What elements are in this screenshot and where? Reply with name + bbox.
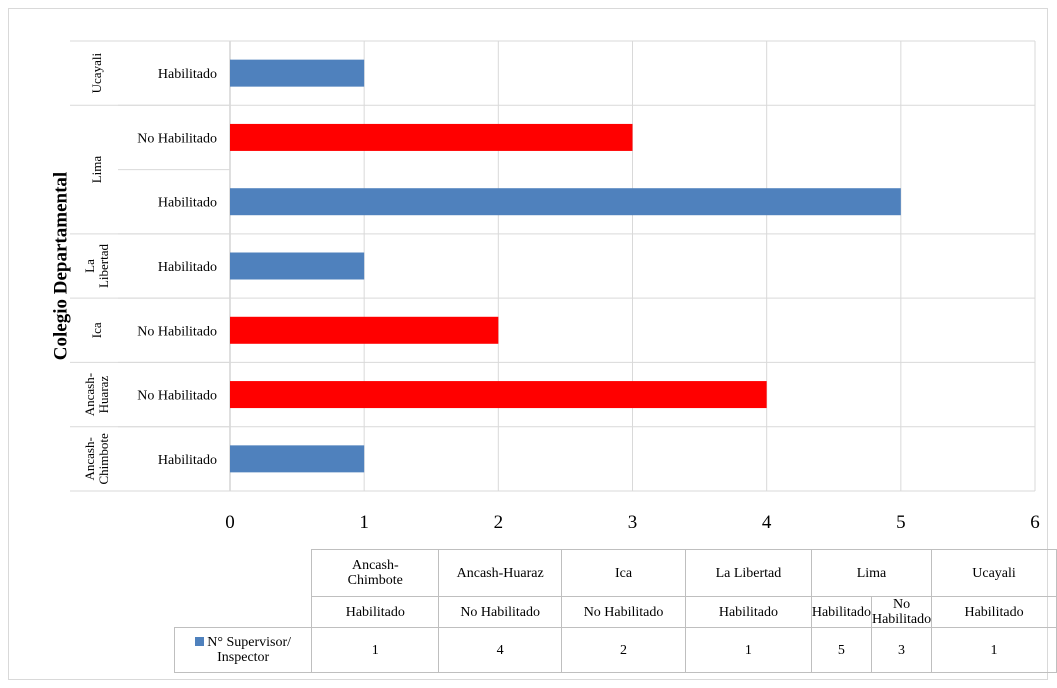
bar	[230, 188, 901, 216]
y-axis-title: Colegio Departamental	[50, 172, 71, 360]
legend-key-icon	[195, 637, 205, 646]
table-row-groups: Ancash- Chimbote Ancash-Huaraz Ica La Libert…	[174, 549, 1057, 628]
category-label: Habilitado	[158, 453, 217, 468]
bar	[230, 123, 633, 151]
group-label: La	[82, 259, 97, 273]
category-label: No Habilitado	[137, 131, 217, 146]
group-label: Lima	[89, 156, 104, 184]
table-value-cell: 2	[561, 627, 686, 673]
bar	[230, 59, 365, 87]
table-group-cell: Lima	[810, 549, 933, 597]
table-group-cell: Ucayali	[931, 549, 1057, 597]
data-table: Ancash- Chimbote Ancash-Huaraz Ica La Libert…	[173, 549, 1057, 673]
table-category-cell: Habilitado	[931, 596, 1057, 628]
x-tick-label: 3	[628, 512, 638, 533]
x-tick-label: 1	[359, 512, 369, 533]
bar	[230, 381, 767, 409]
table-value-cell: 3	[870, 627, 933, 673]
x-tick-label: 6	[1030, 512, 1040, 533]
table-category-cell: Habilitado	[810, 596, 872, 628]
table-group-cell: La Libertad	[684, 549, 812, 597]
chart-frame	[8, 8, 1048, 680]
table-category-cell: Habilitado	[311, 596, 440, 628]
group-label: Ancash-	[82, 373, 97, 416]
bar	[230, 316, 499, 344]
table-value-cell: 5	[810, 627, 872, 673]
table-value-cell: 4	[438, 627, 563, 673]
category-label: No Habilitado	[137, 389, 217, 404]
table-row-categories: Habilitado No Habilitado No Habilitado Habi…	[175, 596, 1057, 628]
group-label: Ucayali	[89, 53, 104, 94]
bar	[230, 445, 365, 473]
table-value-cell: 1	[684, 627, 812, 673]
category-label: Habilitado	[158, 67, 217, 82]
table-category-cell: No Habilitado	[561, 596, 686, 628]
group-label: Chimbote	[96, 433, 111, 485]
table-category-cell: No Habilitado	[438, 596, 563, 628]
category-label: Habilitado	[158, 260, 217, 275]
table-category-cell: Habilitado	[684, 596, 812, 628]
table-value-cell: 1	[311, 627, 440, 673]
category-label: No Habilitado	[137, 324, 217, 339]
x-tick-label: 4	[762, 512, 772, 533]
table-group-cell: Ica	[561, 549, 686, 597]
bar-chart: Habilitado No Habilitado No Habilitado Habi…	[50, 40, 1040, 533]
group-label: Libertad	[96, 243, 111, 288]
table-series-cell: N° Supervisor/Inspector	[173, 627, 313, 673]
table-group-cell: Ancash- Chimbote	[311, 549, 440, 597]
group-label: Huaraz	[96, 376, 111, 414]
category-label: Habilitado	[158, 196, 217, 211]
table-corner-cell	[174, 549, 313, 628]
bar	[230, 252, 365, 280]
group-label: Ancash-	[82, 437, 97, 480]
table-row-values: N° Supervisor/Inspector 1 4 2 1 5 3 1	[173, 627, 1057, 673]
x-tick-label: 5	[896, 512, 906, 533]
x-tick-label: 2	[494, 512, 504, 533]
table-value-cell: 1	[931, 627, 1057, 673]
table-category-cell: No Habilitado	[870, 596, 933, 628]
table-group-cell: Ancash-Huaraz	[438, 549, 563, 597]
x-tick-label: 0	[225, 512, 235, 533]
group-label: Ica	[89, 322, 104, 338]
